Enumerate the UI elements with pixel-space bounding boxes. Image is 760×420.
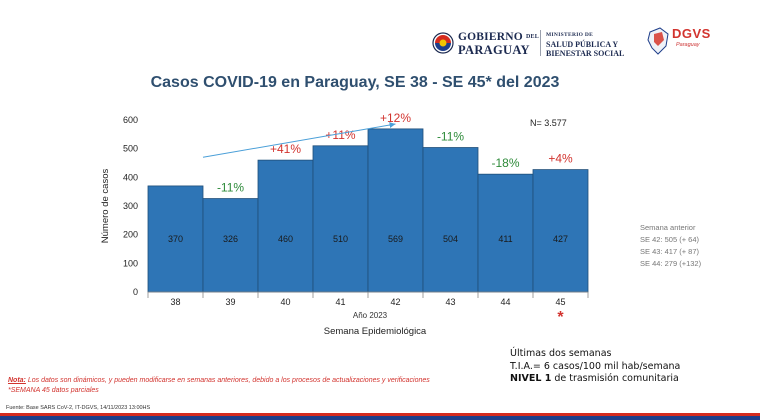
note-line2: *SEMANA 45 datos parciales: [8, 386, 99, 394]
bar-value-label: 510: [333, 234, 348, 244]
previous-week-panel: Semana anterior SE 42: 505 (+ 64) SE 43:…: [640, 222, 701, 270]
dgvs-name: DGVS: [672, 26, 711, 41]
ministry-small: MINISTERIO DE: [546, 32, 594, 38]
gov-text: GOBIERNO DEL PARAGUAY: [458, 31, 539, 57]
bar: [367, 128, 424, 293]
x-tick-label: 44: [500, 297, 510, 307]
x-tick-label: 38: [170, 297, 180, 307]
dgvs-map-icon: [647, 27, 669, 55]
percent-change-label: +4%: [548, 152, 573, 166]
bar: [422, 147, 479, 293]
level-rest: de trasmisión comunitaria: [551, 373, 679, 384]
trend-arrow: [202, 122, 396, 158]
percent-change-label: +12%: [380, 111, 411, 125]
bar-value-label: 326: [223, 234, 238, 244]
y-tick-label: 600: [123, 115, 138, 125]
percent-changes: -11% +41% +11% +12% -11% -18% +4%: [217, 111, 573, 195]
last-weeks-line1: Últimas dos semanas: [510, 348, 612, 359]
percent-change-label: +41%: [270, 142, 301, 156]
gov-line1: GOBIERNO: [458, 31, 523, 43]
bar: [477, 173, 534, 293]
dgvs-sub: Paraguay: [676, 42, 700, 48]
ministry-text: MINISTERIO DE SALUD PÚBLICA Y BIENESTAR …: [546, 31, 624, 58]
bar-value-label: 569: [388, 234, 403, 244]
level-label: NIVEL 1: [510, 373, 552, 384]
y-tick-label: 200: [123, 230, 138, 240]
note: Nota: Los datos son dinámicos, y pueden …: [8, 376, 430, 395]
percent-change-label: +11%: [325, 128, 355, 142]
note-label: Nota:: [8, 377, 26, 384]
y-axis: 0 100 200 300 400 500 600: [123, 115, 138, 297]
flag-stripe-red: [0, 413, 760, 416]
last-weeks-line3: NIVEL 1 de trasmisión comunitaria: [510, 373, 680, 386]
x-tick-label: 40: [280, 297, 290, 307]
gobierno-paraguay-logo: GOBIERNO DEL PARAGUAY: [432, 28, 542, 58]
ministry-line1: SALUD PÚBLICA Y: [546, 40, 619, 49]
gov-del: DEL: [525, 34, 539, 40]
partial-week-asterisk: *: [557, 309, 564, 326]
last-weeks-line2: T.I.A.= 6 casos/100 mil hab/semana: [510, 360, 681, 372]
x-tick-label: 39: [225, 297, 235, 307]
bar-value-label: 504: [443, 234, 458, 244]
x-tick-label: 43: [445, 297, 455, 307]
bar: [312, 145, 369, 293]
flag-stripe-blue: [0, 416, 760, 420]
x-axis: 38 39 40 41 42 43 44 45 *: [147, 291, 589, 326]
percent-change-label: -18%: [491, 156, 519, 170]
bar-value-label: 411: [498, 234, 512, 244]
bar-value-label: 370: [168, 234, 183, 244]
bars: 370 326 460 510 569 504 411 427: [147, 128, 589, 293]
y-tick-label: 500: [123, 144, 138, 154]
header-divider: [540, 30, 541, 56]
bar-value-label: 427: [553, 234, 568, 244]
y-tick-label: 0: [133, 287, 138, 297]
y-tick-label: 400: [123, 172, 138, 182]
bar: [532, 169, 589, 293]
y-tick-label: 100: [123, 258, 138, 268]
bar-value-label: 460: [278, 234, 293, 244]
n-total-label: N= 3.577: [530, 118, 567, 128]
paraguay-emblem-icon: [432, 32, 454, 54]
y-tick-label: 300: [123, 201, 138, 211]
x-tick-label: 42: [390, 297, 400, 307]
x-tick-label: 41: [335, 297, 345, 307]
previous-week-line: SE 42: 505 (+ 64): [640, 235, 699, 244]
bar: [257, 159, 314, 293]
y-axis-title: Número de casos: [100, 169, 111, 244]
previous-week-title: Semana anterior: [640, 223, 696, 232]
x-axis-sublabel: Año 2023: [353, 311, 388, 320]
gov-line2: PARAGUAY: [458, 43, 530, 57]
x-tick-label: 45: [555, 297, 565, 307]
previous-week-line: SE 43: 417 (+ 87): [640, 247, 699, 256]
chart-title: Casos COVID-19 en Paraguay, SE 38 - SE 4…: [150, 74, 560, 91]
source-text: Fuente: Base SARS CoV-2, IT-DGVS, 14/11/…: [6, 405, 151, 411]
bar: [147, 185, 204, 293]
x-axis-title: Semana Epidemiológica: [324, 326, 427, 337]
previous-week-line: SE 44: 279 (+132): [640, 259, 702, 268]
percent-change-label: -11%: [217, 181, 244, 195]
trend-arrow-line: [202, 122, 396, 158]
bar: [202, 198, 259, 293]
note-text: Los datos son dinámicos, y pueden modifi…: [25, 377, 430, 384]
ministry-line2: BIENESTAR SOCIAL: [546, 49, 625, 58]
percent-change-label: -11%: [437, 130, 464, 144]
last-weeks-panel: Últimas dos semanas T.I.A.= 6 casos/100 …: [510, 348, 680, 386]
